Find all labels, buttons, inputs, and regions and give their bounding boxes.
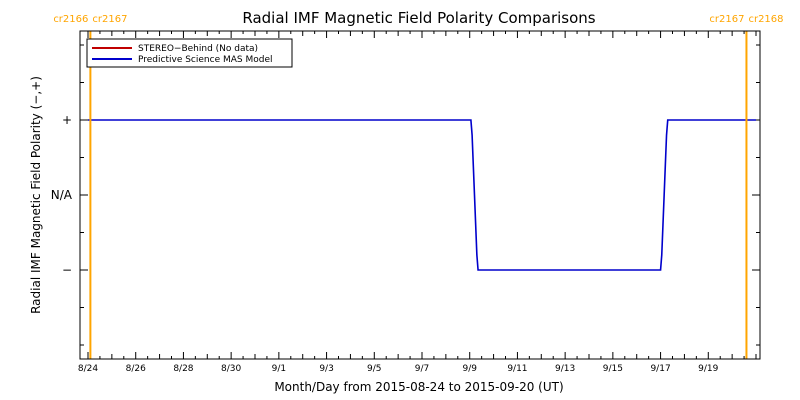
carrington-label-before: cr2167 <box>709 14 744 25</box>
x-tick-label: 8/26 <box>126 364 146 374</box>
plot-frame <box>79 30 761 360</box>
x-tick-label: 9/13 <box>555 364 575 374</box>
x-tick-label: 9/1 <box>272 364 286 374</box>
x-tick-label: 8/28 <box>173 364 193 374</box>
carrington-label-after: cr2167 <box>92 14 127 25</box>
x-tick-label: 9/15 <box>603 364 623 374</box>
carrington-marker-layer: cr2166 cr2167 cr2167 cr2168 <box>53 14 784 359</box>
x-tick-label: 9/9 <box>462 364 477 374</box>
x-tick-label: 8/24 <box>78 364 98 374</box>
carrington-label-before: cr2166 <box>53 14 88 25</box>
x-tick-label: 9/3 <box>319 364 333 374</box>
y-tick-label: + <box>62 113 72 127</box>
y-tick-label: − <box>62 263 72 277</box>
x-tick-label: 9/19 <box>698 364 718 374</box>
carrington-label-after: cr2168 <box>748 14 783 25</box>
legend: STEREO−Behind (No data)Predictive Scienc… <box>86 38 293 68</box>
chart-title: Radial IMF Magnetic Field Polarity Compa… <box>242 9 595 27</box>
legend-entry-label: Predictive Science MAS Model <box>138 55 273 65</box>
legend-box <box>86 38 293 68</box>
x-tick-label: 9/11 <box>507 364 527 374</box>
series-line-mas-model <box>88 119 756 271</box>
y-axis-label: Radial IMF Magnetic Field Polarity (−,+) <box>29 76 43 314</box>
x-tick-label: 9/17 <box>650 364 670 374</box>
y-tick-label: N/A <box>51 188 73 202</box>
series-layer <box>88 119 756 271</box>
x-axis-label: Month/Day from 2015-08-24 to 2015-09-20 … <box>274 380 563 394</box>
x-tick-label: 9/7 <box>415 364 429 374</box>
x-tick-label: 8/30 <box>221 364 241 374</box>
x-tick-label: 9/5 <box>367 364 381 374</box>
legend-entry-label: STEREO−Behind (No data) <box>138 44 258 54</box>
